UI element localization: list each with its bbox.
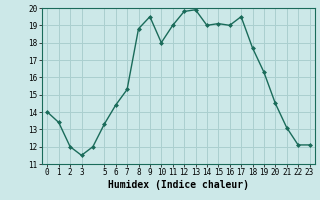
X-axis label: Humidex (Indice chaleur): Humidex (Indice chaleur) [108, 180, 249, 190]
